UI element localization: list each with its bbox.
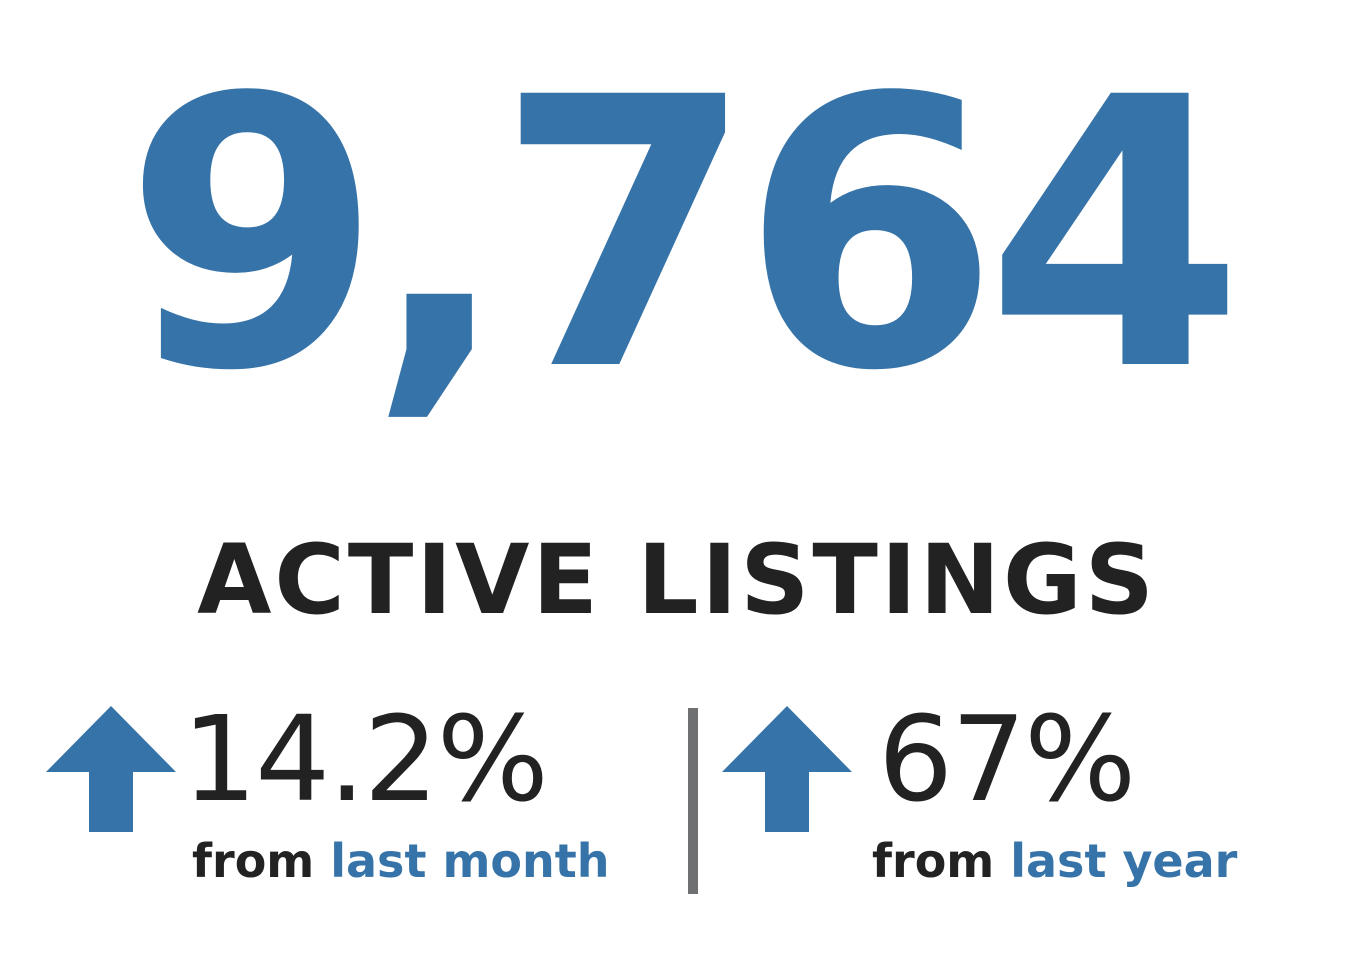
monthly-change-stat: 14.2% from last month xyxy=(40,700,660,900)
monthly-change-percent: 14.2% xyxy=(182,690,549,828)
yearly-change-caption: from last year xyxy=(872,838,1237,884)
active-listings-count: 9,764 xyxy=(123,19,1245,452)
active-listings-label: ACTIVE LISTINGS xyxy=(197,524,1157,636)
yearly-change-stat: 67% from last year xyxy=(718,700,1338,900)
caption-period-year: last year xyxy=(1010,834,1238,888)
stat-divider xyxy=(688,708,698,894)
yearly-change-percent: 67% xyxy=(878,690,1136,828)
caption-from: from xyxy=(192,834,315,888)
caption-period-month: last month xyxy=(330,834,610,888)
up-arrow-icon xyxy=(46,706,176,832)
caption-from: from xyxy=(872,834,995,888)
up-arrow-icon xyxy=(722,706,852,832)
monthly-change-caption: from last month xyxy=(192,838,609,884)
